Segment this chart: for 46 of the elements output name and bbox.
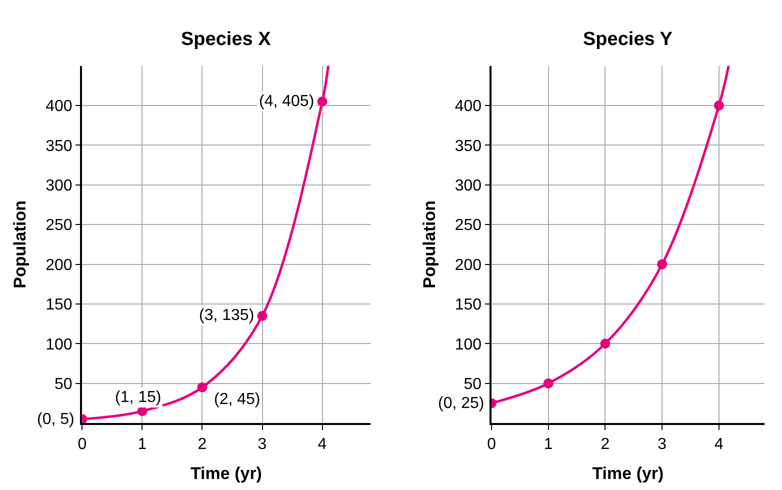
chart-title: Species Y [583,29,673,50]
x-tick-label: 0 [78,436,87,453]
y-tick-label: 400 [46,98,72,116]
annotation: (4, 405) [259,93,314,110]
annotation: (0, 25) [438,395,484,412]
y-tick-label: 100 [454,336,482,354]
y-tick-label: 350 [46,138,72,155]
point [600,338,610,349]
x-tick-label: 3 [258,436,267,453]
annotation: (1, 15) [115,389,162,406]
x-tick-label: 4 [318,436,327,453]
y-axis-title: Population [420,200,439,288]
x-tick-label: 2 [198,436,207,453]
point [543,378,554,388]
x-tick-label: 3 [658,436,667,453]
y-tick-label: 50 [54,376,72,393]
x-tick-label: 1 [138,436,147,453]
x-tick-label: 0 [487,436,496,453]
y-tick-label: 200 [454,256,482,274]
y-tick-label: 350 [454,138,482,155]
x-axis-title: Time (yr) [592,464,664,483]
y-tick-label: 300 [454,177,482,194]
y-tick-label: 200 [46,256,72,274]
point [317,96,328,107]
y-tick-label: 150 [46,296,72,314]
y-tick-label: 300 [46,177,72,194]
y-tick-label: 250 [46,217,72,234]
x-tick-label: 1 [544,436,553,453]
point [257,310,268,321]
annotation: (0, 5) [37,411,74,428]
y-tick-label: 100 [46,336,72,354]
x-tick-label: 2 [600,436,610,453]
annotation: (2, 45) [214,391,260,408]
y-tick-label: 400 [454,98,482,116]
chart-title: Species X [181,29,272,50]
y-tick-label: 50 [464,376,482,393]
point [657,259,668,270]
y-axis-title: Population [10,200,30,288]
point [137,406,148,416]
y-tick-label: 150 [454,296,482,314]
annotation: (3, 135) [199,307,254,324]
point [714,100,724,110]
y-tick-label: 250 [454,217,482,234]
x-axis-title: Time (yr) [190,464,262,483]
point [197,382,208,392]
x-tick-label: 4 [714,436,724,453]
